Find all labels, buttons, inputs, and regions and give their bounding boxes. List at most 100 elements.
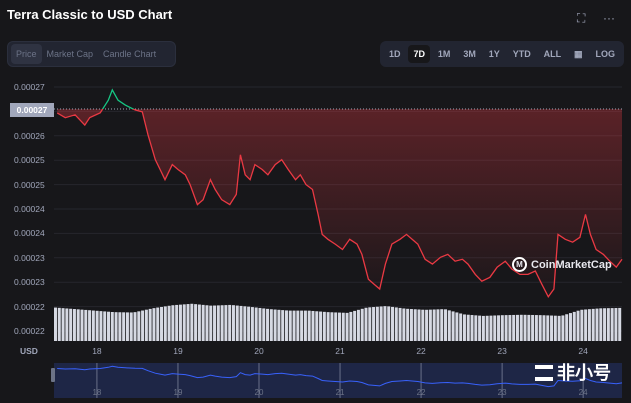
volume-bar <box>262 308 266 341</box>
volume-bar <box>54 307 57 341</box>
volume-bar <box>409 309 413 341</box>
y-tick-label: 0.00024 <box>14 204 45 214</box>
range-1m[interactable]: 1M <box>437 49 451 59</box>
volume-bar <box>171 305 175 341</box>
volume-bar <box>273 309 277 341</box>
volume-bar <box>538 315 542 341</box>
range-7d[interactable]: 7D <box>408 45 430 63</box>
volume-bar <box>428 309 432 341</box>
tab-price[interactable]: Price <box>11 44 42 64</box>
range-1y[interactable]: 1Y <box>488 49 500 59</box>
volume-bar <box>76 309 80 341</box>
volume-bar <box>519 314 523 341</box>
y-tick-label: 0.00025 <box>14 155 45 166</box>
volume-bar <box>375 306 379 341</box>
volume-bar <box>587 309 591 341</box>
volume-bar <box>167 305 171 341</box>
volume-bar <box>269 309 273 341</box>
volume-bar <box>243 306 247 341</box>
volume-bar <box>606 308 610 341</box>
volume-bar <box>398 307 402 341</box>
x-tick-label: 20 <box>254 346 264 356</box>
volume-bar <box>565 314 569 341</box>
volume-bar <box>349 311 353 341</box>
range-all[interactable]: ALL <box>543 49 562 59</box>
feixiaohao-watermark: 非小号 <box>535 362 611 384</box>
volume-bar <box>527 314 531 341</box>
volume-bar <box>129 312 133 341</box>
fullscreen-icon[interactable]: ⛶ <box>577 11 586 25</box>
range-1d[interactable]: 1D <box>389 49 401 59</box>
volume-bar <box>220 305 224 341</box>
navigator-tick-label: 20 <box>254 388 264 397</box>
navigator-tick-label: 22 <box>416 388 426 397</box>
more-icon[interactable]: ··· <box>603 11 615 25</box>
volume-bar <box>141 310 145 341</box>
tab-candle-chart[interactable]: Candle Chart <box>103 49 157 59</box>
volume-bar <box>95 310 99 341</box>
volume-bar <box>603 308 607 341</box>
volume-bar <box>235 305 239 341</box>
x-tick-label: 22 <box>416 346 426 356</box>
navigator-tick-label: 21 <box>335 388 345 397</box>
volume-bar <box>160 306 164 341</box>
y-tick-label: 0.00023 <box>14 277 45 288</box>
volume-bar <box>440 309 444 341</box>
volume-bar <box>182 304 186 341</box>
volume-bar <box>322 311 326 341</box>
volume-bar <box>489 315 493 341</box>
volume-bar <box>421 309 425 341</box>
x-tick-label: 18 <box>92 346 102 356</box>
volume-bar <box>444 309 448 341</box>
volume-bar <box>284 310 288 341</box>
volume-bar <box>156 307 160 341</box>
navigator-left-handle <box>51 368 55 382</box>
y-tick-label: 0.00027 <box>14 82 45 92</box>
volume-bar <box>148 308 152 341</box>
x-tick-label: 24 <box>578 346 588 356</box>
price-line-down <box>56 108 623 299</box>
volume-bar <box>360 308 364 341</box>
volume-bar <box>546 315 550 341</box>
volume-bar <box>542 315 546 341</box>
range-log[interactable]: LOG <box>595 49 615 59</box>
x-tick-label: 19 <box>173 346 183 356</box>
volume-bar <box>178 304 182 341</box>
volume-bar <box>205 305 209 341</box>
volume-bar <box>481 315 485 341</box>
volume-bar <box>557 315 561 341</box>
volume-bar <box>239 305 243 341</box>
volume-bar <box>254 307 258 341</box>
range-ytd[interactable]: YTD <box>512 49 531 59</box>
range-3m[interactable]: 3M <box>463 49 476 59</box>
volume-bar <box>296 310 300 341</box>
volume-bar <box>455 312 459 341</box>
volume-bar <box>84 309 88 341</box>
volume-bar <box>572 311 576 341</box>
volume-bar <box>447 310 451 341</box>
tab-market-cap[interactable]: Market Cap <box>46 49 94 59</box>
volume-bar <box>80 309 84 341</box>
volume-bar <box>137 311 141 341</box>
navigator-tick-label: 19 <box>173 388 183 397</box>
volume-bar <box>114 312 118 341</box>
volume-bar <box>497 315 501 341</box>
page-title: Terra Classic to USD Chart <box>7 7 173 22</box>
volume-bar <box>326 312 330 341</box>
current-price-tag: 0.00027 <box>10 103 54 117</box>
volume-bar <box>553 315 557 341</box>
volume-bar <box>391 306 394 341</box>
volume-bar <box>576 310 580 341</box>
volume-bar <box>512 314 516 341</box>
volume-bar <box>65 308 69 341</box>
volume-bar <box>493 315 497 341</box>
volume-bar <box>319 311 323 341</box>
volume-bar <box>561 315 565 341</box>
navigator-tick-label: 18 <box>92 388 102 397</box>
volume-bar <box>591 308 595 341</box>
volume-bar <box>356 309 360 341</box>
volume-bar <box>175 304 179 341</box>
calendar-icon[interactable]: ▦ <box>574 48 583 59</box>
volume-bar <box>485 315 489 341</box>
